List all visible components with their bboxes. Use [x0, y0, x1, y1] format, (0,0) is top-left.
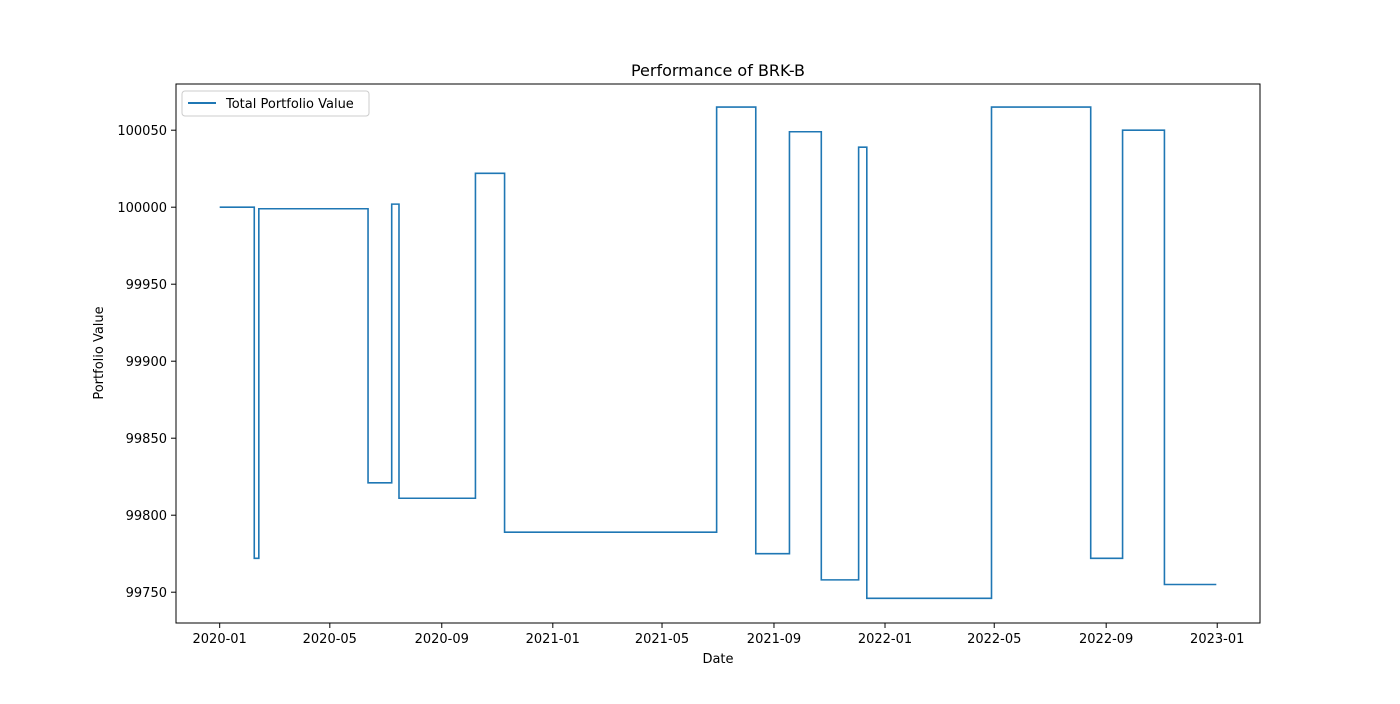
y-tick-label: 99950 [126, 278, 167, 293]
x-tick-label: 2021-01 [526, 632, 580, 647]
y-axis-label: Portfolio Value [92, 306, 107, 399]
x-tick-label: 2020-09 [415, 632, 469, 647]
y-tick-label: 99900 [126, 355, 167, 370]
legend-box [181, 90, 370, 117]
y-tick-label: 99750 [126, 586, 167, 601]
legend-label: Total Portfolio Value [225, 97, 354, 112]
x-tick-label: 2020-01 [193, 632, 247, 647]
x-tick-label: 2022-01 [858, 632, 912, 647]
x-tick-label: 2020-05 [303, 632, 357, 647]
x-tick-label: 2022-05 [967, 632, 1021, 647]
series-line-total-portfolio-value [219, 106, 1217, 600]
plot-frame [175, 83, 1261, 624]
x-tick-label: 2021-09 [747, 632, 801, 647]
x-tick-label: 2022-09 [1079, 632, 1133, 647]
y-tick-label: 99800 [126, 509, 167, 524]
y-tick-label: 99850 [126, 432, 167, 447]
x-axis-label: Date [702, 652, 733, 667]
legend: Total Portfolio Value [181, 90, 370, 117]
y-tick-label: 100050 [117, 124, 167, 139]
x-axis: 2020-01 2020-05 2020-09 2021-01 2021-05 2021-… [193, 623, 1244, 647]
y-tick-label: 100000 [117, 201, 167, 216]
chart-title: Performance of BRK-B [631, 61, 805, 80]
x-tick-label: 2021-05 [635, 632, 689, 647]
y-axis: 99750 99800 99850 99900 99950 100000 100050 [117, 124, 176, 601]
x-tick-label: 2023-01 [1190, 632, 1244, 647]
series-layer [219, 106, 1217, 600]
